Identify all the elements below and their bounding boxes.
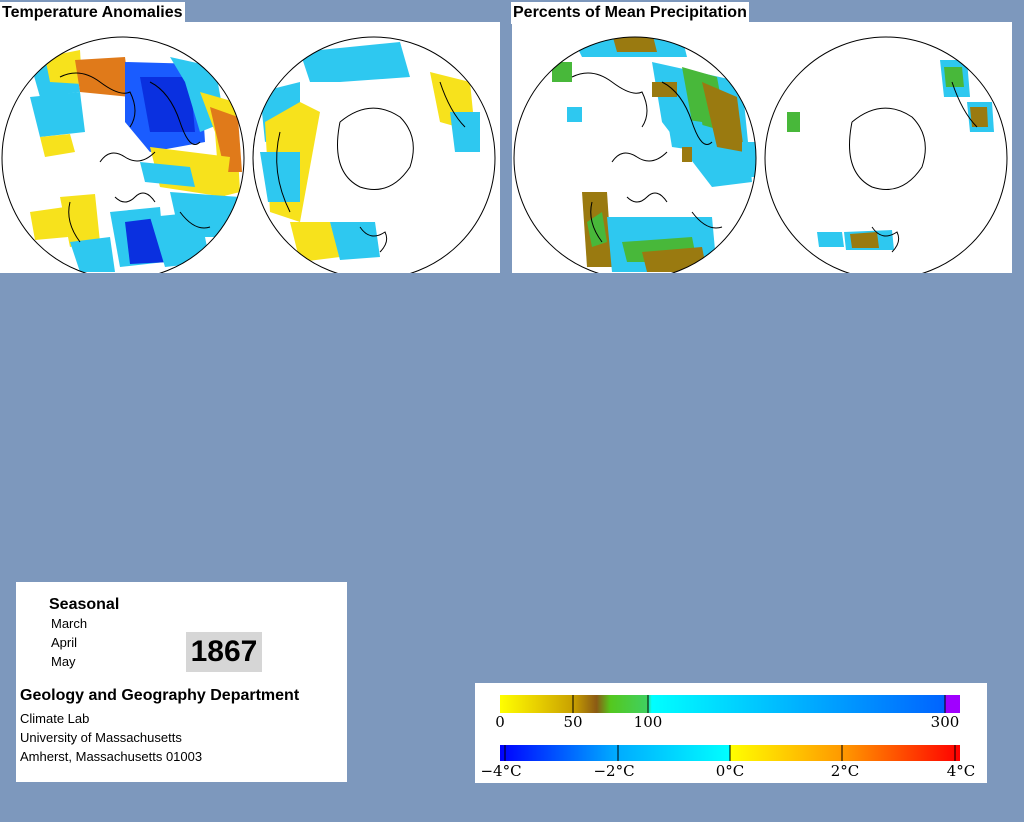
precip-tick-50: 50 — [563, 713, 582, 731]
legend-box: 0 50 100 300 −4°C −2°C 0°C 2°C 4°C — [475, 683, 987, 783]
department-name: Geology and Geography Department — [20, 687, 300, 704]
temp-tick-2: 2°C — [831, 762, 860, 780]
temp-tick-0: 0°C — [716, 762, 745, 780]
precipitation-map-panel — [512, 22, 1012, 273]
temperature-panel-title: Temperature Anomalies — [0, 2, 185, 24]
year-display: 1867 — [186, 632, 262, 672]
month-label-2: April — [51, 635, 78, 650]
precipitation-globe-south — [787, 60, 994, 253]
lab-name: Climate Lab — [20, 711, 90, 726]
temp-tick-minus2: −2°C — [593, 762, 634, 780]
precip-tick-300: 300 — [931, 713, 960, 731]
month-label-1: March — [51, 616, 88, 631]
address-text: Amherst, Massachusetts 01003 — [20, 749, 203, 764]
precip-colorbar — [500, 695, 960, 713]
temperature-globe-north — [30, 50, 242, 272]
precipitation-globe-north — [552, 37, 756, 272]
period-type-label: Seasonal — [49, 596, 120, 613]
temp-tick-4: 4°C — [947, 762, 976, 780]
info-box: Seasonal March April May 1867 Geology an… — [16, 582, 347, 782]
month-label-3: May — [51, 654, 76, 669]
university-name: University of Massachusetts — [20, 730, 182, 745]
temperature-map-panel — [0, 22, 500, 273]
precipitation-panel-title: Percents of Mean Precipitation — [511, 2, 749, 24]
temp-tick-minus4: −4°C — [480, 762, 521, 780]
legend-svg: 0 50 100 300 −4°C −2°C 0°C 2°C 4°C — [480, 695, 976, 780]
precip-tick-0: 0 — [495, 713, 505, 731]
temperature-globes — [1, 36, 496, 273]
temperature-globe-south — [260, 42, 480, 262]
precipitation-globes — [513, 36, 1008, 273]
precip-tick-100: 100 — [634, 713, 663, 731]
